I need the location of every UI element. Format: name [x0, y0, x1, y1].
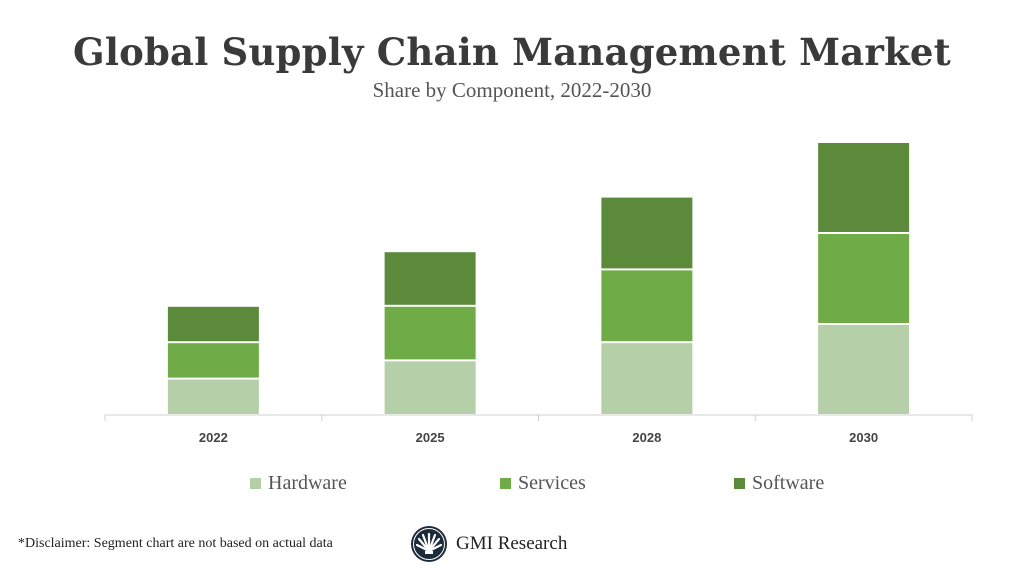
- brand-logo: GMI Research: [410, 525, 567, 563]
- disclaimer: *Disclaimer: Segment chart are not based…: [18, 536, 333, 551]
- bar-services-2022: [167, 343, 259, 378]
- legend-label: Services: [518, 472, 586, 494]
- legend-swatch: [734, 478, 745, 489]
- legend-swatch: [250, 478, 261, 489]
- chart-title: Global Supply Chain Management Market: [73, 30, 951, 74]
- chart-subtitle: Share by Component, 2022-2030: [372, 78, 652, 102]
- legend-item-services: Services: [500, 472, 586, 495]
- bar-software-2025: [384, 252, 476, 305]
- legend-label: Hardware: [268, 472, 347, 494]
- bar-services-2030: [818, 234, 910, 323]
- bar-services-2025: [384, 306, 476, 360]
- bar-hardware-2022: [167, 379, 259, 414]
- legend-label: Software: [752, 472, 825, 494]
- legend-item-hardware: Hardware: [250, 472, 347, 495]
- bar-services-2028: [601, 270, 693, 342]
- legend-item-software: Software: [734, 472, 824, 495]
- bar-software-2022: [167, 306, 259, 342]
- bar-hardware-2025: [384, 361, 476, 414]
- fan-logo-icon: [411, 526, 447, 562]
- x-tick-label: 2025: [416, 430, 445, 445]
- x-tick-label: 2022: [199, 430, 228, 445]
- bar-hardware-2028: [601, 343, 693, 414]
- bar-software-2028: [601, 197, 693, 269]
- bar-software-2030: [818, 143, 910, 232]
- brand-name: GMI Research: [456, 533, 568, 554]
- x-tick-label: 2030: [849, 430, 878, 445]
- legend-swatch: [500, 478, 511, 489]
- bar-hardware-2030: [818, 325, 910, 414]
- x-tick-label: 2028: [632, 430, 661, 445]
